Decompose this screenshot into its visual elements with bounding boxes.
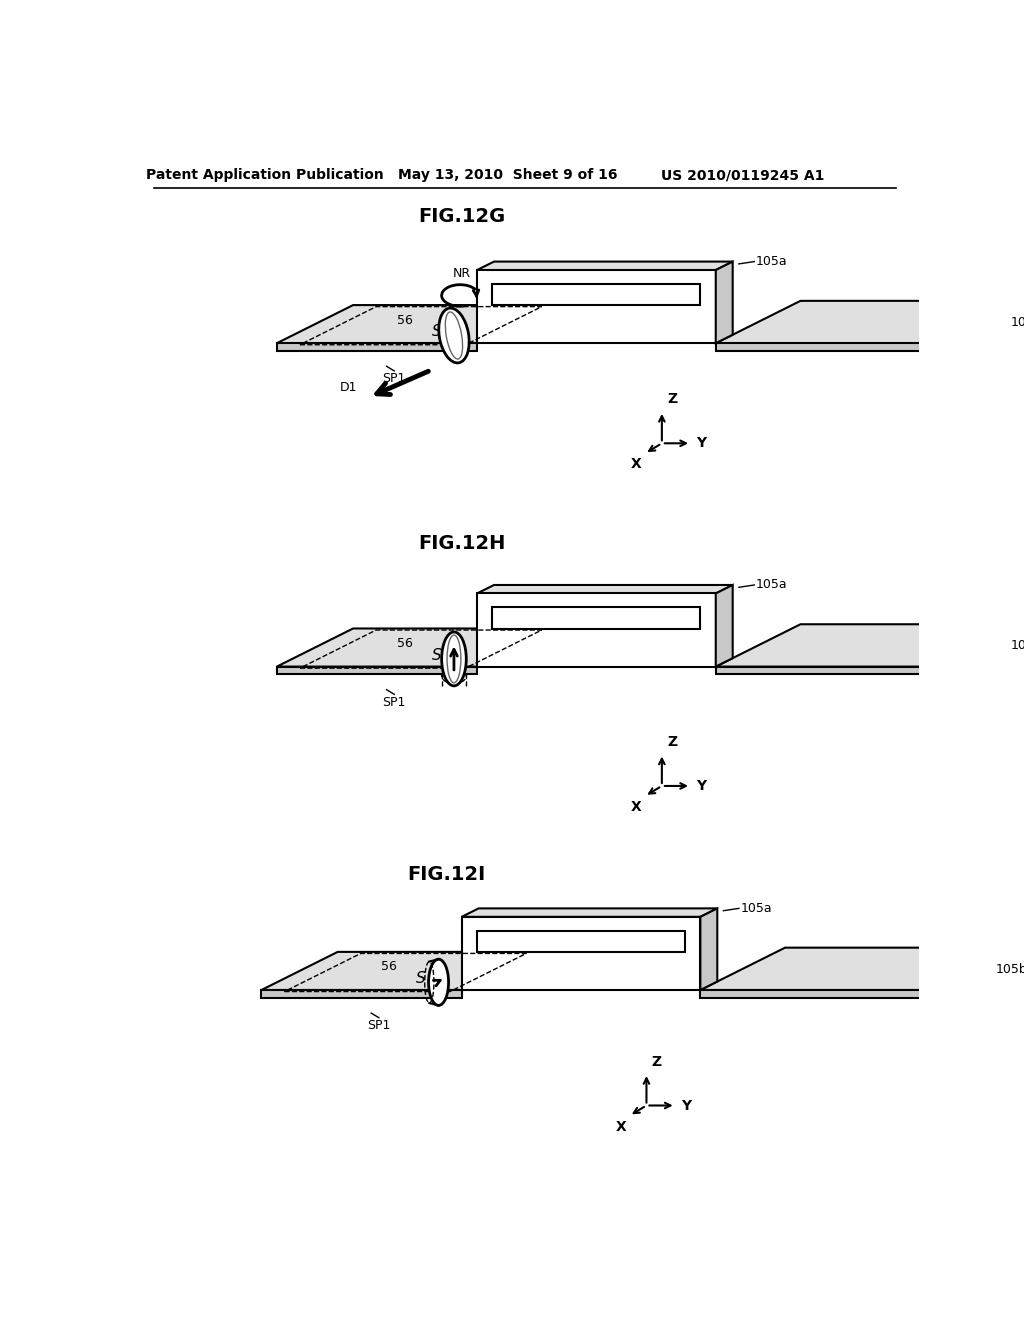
Polygon shape — [716, 261, 733, 343]
Text: Y: Y — [681, 1098, 691, 1113]
Text: FIG.12G: FIG.12G — [418, 207, 505, 226]
Polygon shape — [700, 908, 717, 990]
Ellipse shape — [441, 632, 466, 686]
Text: 105a: 105a — [756, 578, 787, 591]
Polygon shape — [276, 343, 477, 351]
Polygon shape — [716, 585, 733, 667]
Text: 56: 56 — [381, 961, 397, 973]
Polygon shape — [261, 990, 462, 998]
Text: S: S — [431, 648, 441, 663]
Text: S: S — [431, 325, 441, 339]
Polygon shape — [716, 624, 1024, 667]
Text: 105b: 105b — [995, 962, 1024, 975]
Text: 105a: 105a — [756, 255, 787, 268]
Polygon shape — [261, 952, 538, 990]
Text: NR: NR — [453, 267, 471, 280]
Text: SP1: SP1 — [368, 1019, 390, 1032]
Text: D1: D1 — [340, 381, 357, 395]
Text: Z: Z — [668, 392, 677, 407]
Text: SP1: SP1 — [383, 696, 406, 709]
Polygon shape — [276, 305, 553, 343]
Text: Z: Z — [668, 735, 677, 748]
Text: S: S — [416, 972, 426, 986]
Polygon shape — [716, 667, 954, 675]
Text: May 13, 2010  Sheet 9 of 16: May 13, 2010 Sheet 9 of 16 — [398, 169, 617, 182]
Text: 105a: 105a — [740, 902, 772, 915]
Polygon shape — [716, 301, 1024, 343]
Polygon shape — [493, 284, 700, 305]
Polygon shape — [462, 908, 717, 917]
Text: US 2010/0119245 A1: US 2010/0119245 A1 — [662, 169, 824, 182]
Polygon shape — [477, 261, 733, 271]
Text: Z: Z — [652, 1055, 662, 1069]
Text: Patent Application Publication: Patent Application Publication — [146, 169, 384, 182]
Text: X: X — [615, 1119, 627, 1134]
Text: FIG.12I: FIG.12I — [408, 865, 485, 884]
Text: Y: Y — [696, 437, 707, 450]
Polygon shape — [462, 917, 700, 990]
Ellipse shape — [438, 308, 469, 363]
Polygon shape — [477, 271, 716, 343]
Ellipse shape — [429, 960, 449, 1006]
Text: FIG.12H: FIG.12H — [418, 533, 506, 553]
Text: 105b: 105b — [1011, 315, 1024, 329]
Text: 56: 56 — [396, 638, 413, 649]
Polygon shape — [477, 594, 716, 667]
Polygon shape — [700, 990, 939, 998]
Text: 105b: 105b — [1011, 639, 1024, 652]
Text: 56: 56 — [396, 314, 413, 326]
Text: Y: Y — [696, 779, 707, 793]
Polygon shape — [477, 931, 685, 952]
Text: X: X — [631, 800, 642, 814]
Polygon shape — [276, 628, 553, 667]
Polygon shape — [493, 607, 700, 628]
Polygon shape — [700, 948, 1024, 990]
Polygon shape — [276, 667, 477, 675]
Text: X: X — [631, 458, 642, 471]
Text: SP1: SP1 — [383, 372, 406, 385]
Polygon shape — [716, 343, 954, 351]
Polygon shape — [477, 585, 733, 594]
